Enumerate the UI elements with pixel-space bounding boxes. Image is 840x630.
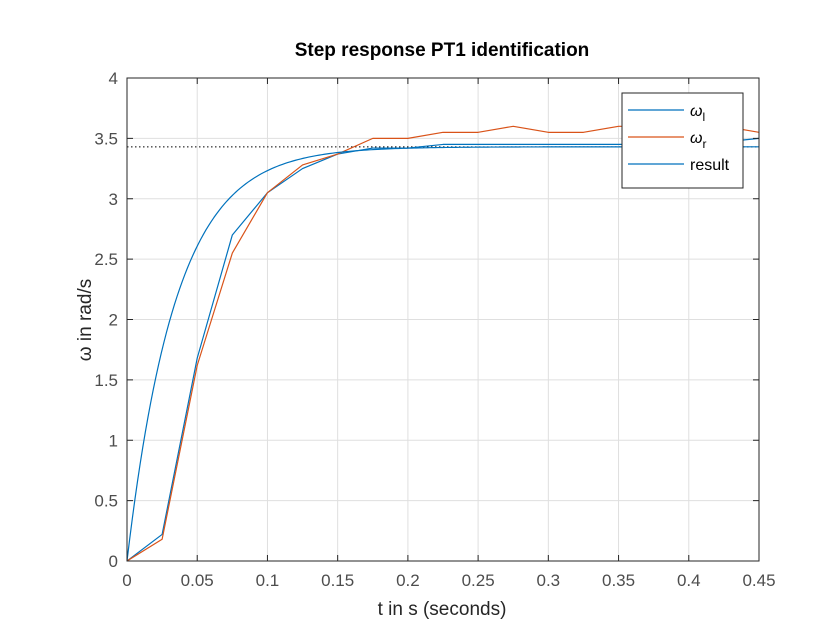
x-tick-label: 0.35 — [602, 571, 635, 590]
y-tick-label: 3 — [109, 190, 118, 209]
x-tick-label: 0.45 — [742, 571, 775, 590]
x-tick-label: 0 — [122, 571, 131, 590]
y-tick-label: 2 — [109, 311, 118, 330]
legend-label: ωr — [690, 130, 706, 151]
x-tick-label: 0.25 — [462, 571, 495, 590]
y-tick-label: 4 — [109, 69, 118, 88]
x-tick-label: 0.05 — [181, 571, 214, 590]
legend-label: ωl — [690, 103, 705, 124]
legend-label-subscript: r — [702, 137, 706, 151]
x-tick-label: 0.4 — [677, 571, 701, 590]
y-tick-label: 1.5 — [94, 371, 118, 390]
y-axis-title: ω in rad/s — [75, 279, 96, 361]
y-tick-label: 0.5 — [94, 492, 118, 511]
chart-title: Step response PT1 identification — [295, 40, 590, 61]
x-tick-label: 0.3 — [537, 571, 561, 590]
legend-label-main: result — [690, 157, 730, 174]
legend-box — [621, 92, 744, 189]
y-tick-label: 0 — [109, 552, 118, 571]
y-tick-label: 1 — [109, 431, 118, 450]
legend-label: result — [690, 157, 730, 174]
x-axis-title: t in s (seconds) — [378, 599, 507, 620]
y-tick-label: 3.5 — [94, 129, 118, 148]
x-tick-label: 0.2 — [396, 571, 420, 590]
y-tick-label: 2.5 — [94, 250, 118, 269]
legend-label-subscript: l — [702, 110, 705, 124]
legend-label-main: ω — [690, 103, 702, 120]
legend-label-main: ω — [690, 130, 702, 147]
x-tick-label: 0.1 — [256, 571, 280, 590]
x-tick-label: 0.15 — [321, 571, 354, 590]
